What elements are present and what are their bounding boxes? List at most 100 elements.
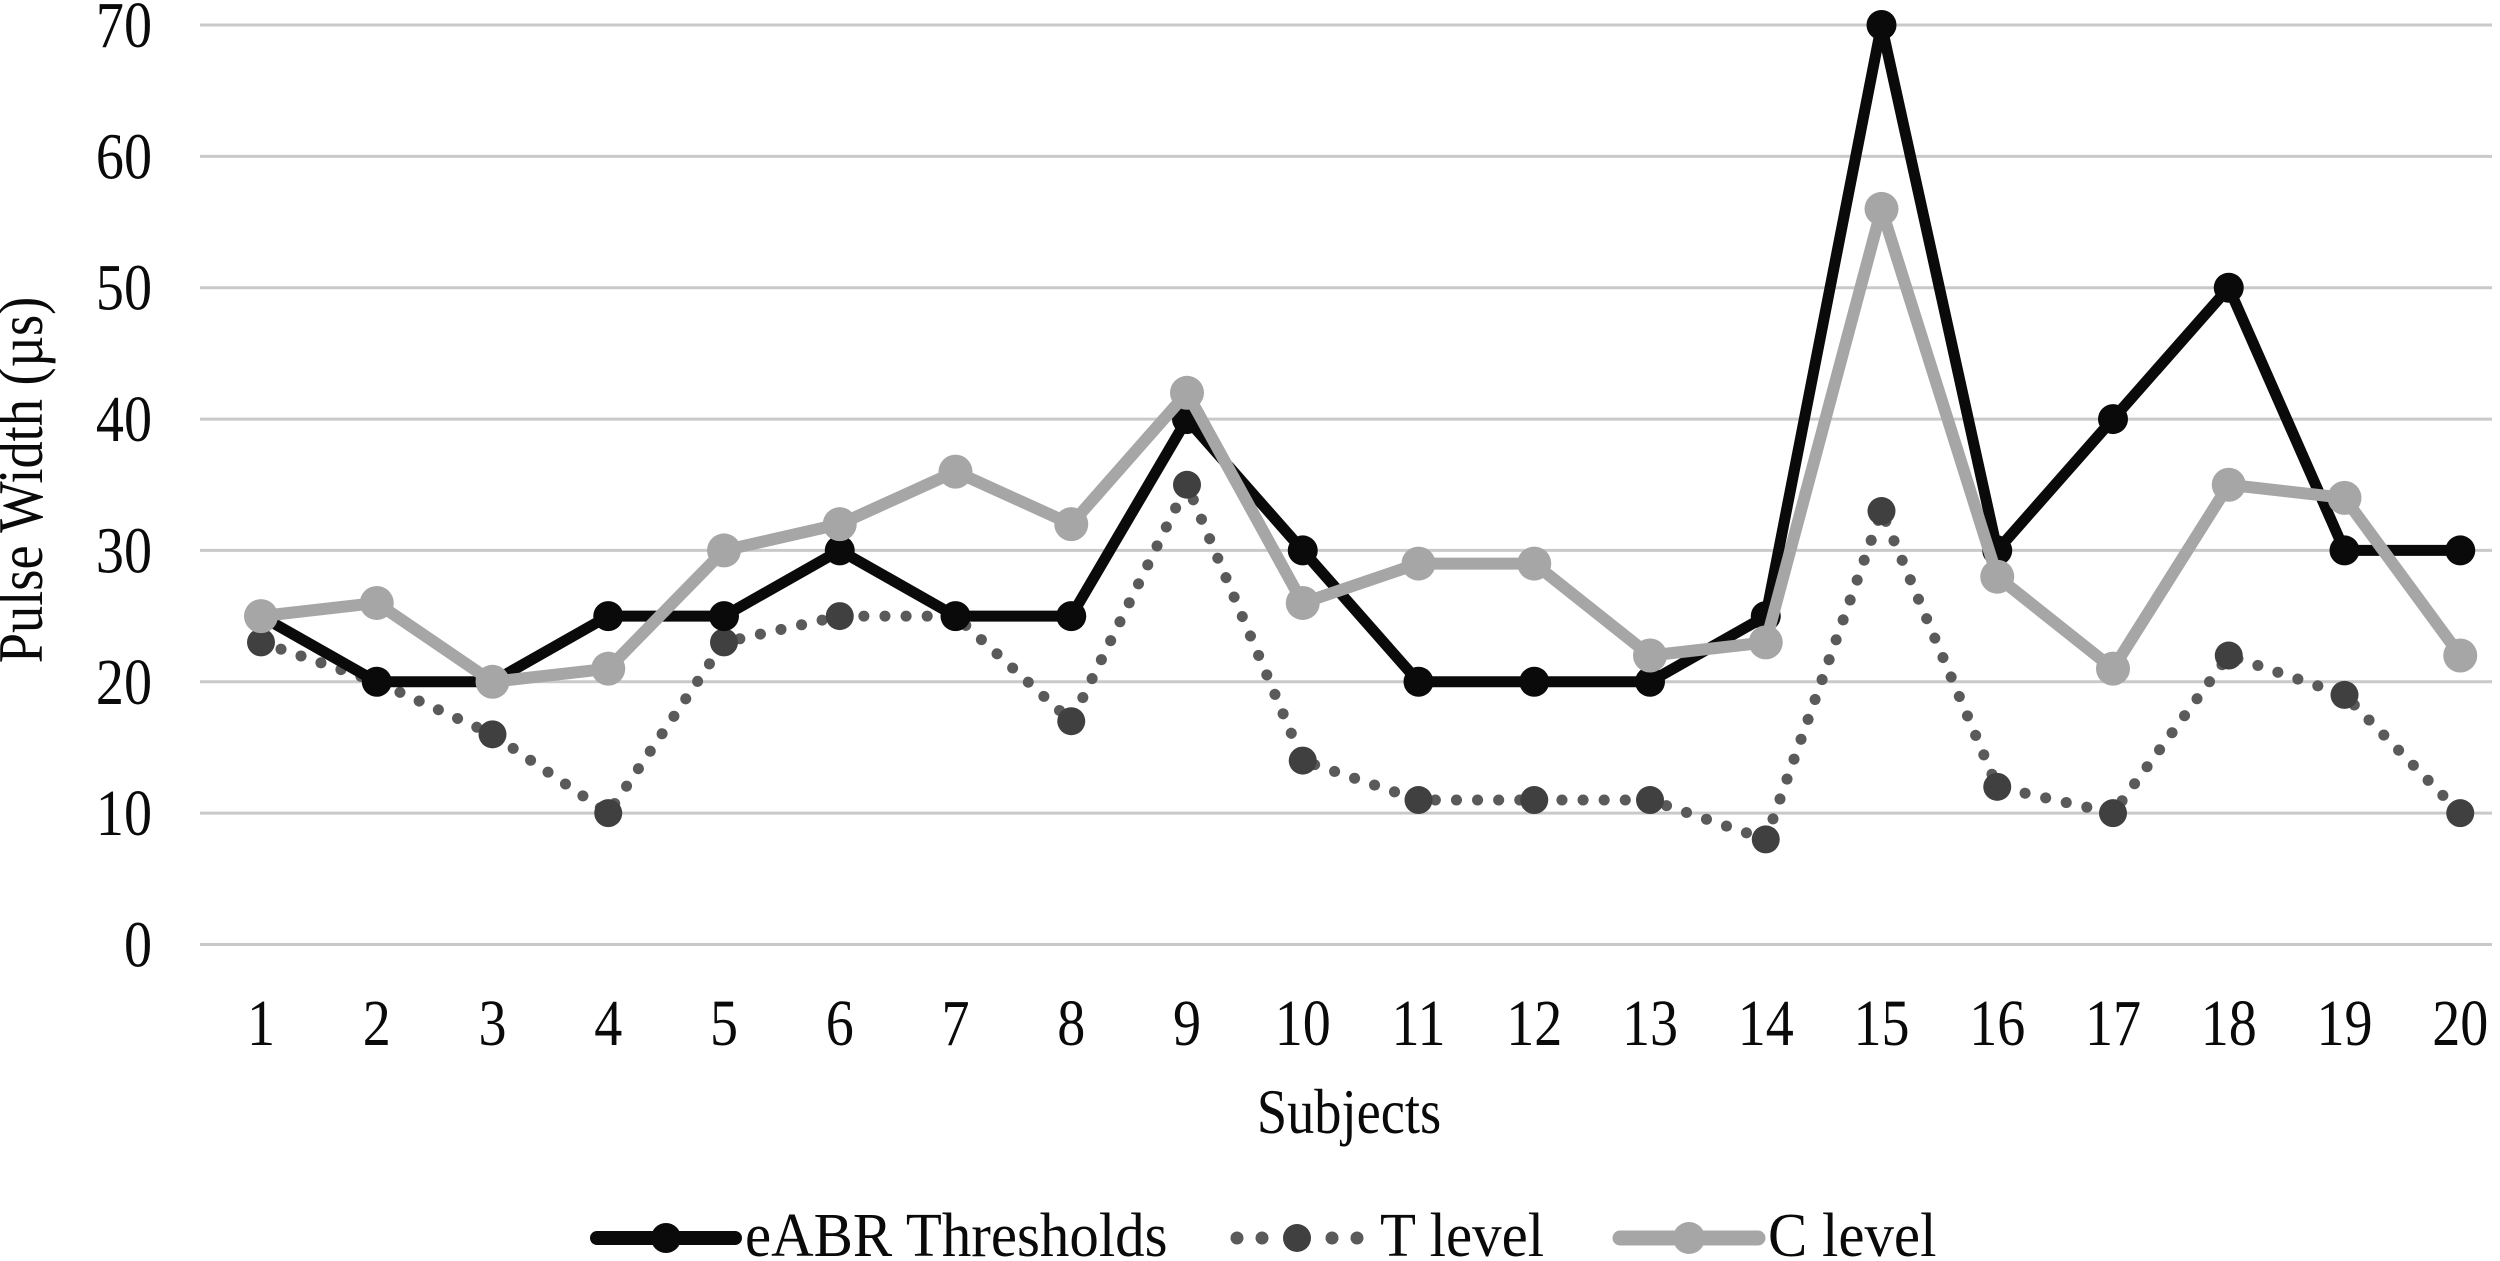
series-marker-c-level bbox=[1285, 585, 1320, 620]
series-marker-c-level bbox=[2096, 651, 2130, 686]
x-tick-label: 11 bbox=[1391, 987, 1445, 1060]
x-tick-label: 10 bbox=[1275, 987, 1331, 1060]
series-marker-c-level bbox=[1054, 507, 1089, 542]
legend-item-eabr-thresholds: eABR Thresholds bbox=[590, 1202, 1168, 1261]
series-marker-c-level bbox=[244, 599, 278, 634]
series-line-t-level bbox=[255, 479, 2466, 845]
series-marker-t-level bbox=[594, 799, 623, 828]
legend-marker-c-level bbox=[1673, 1222, 1705, 1254]
x-tick-label-wrap: 14 bbox=[1738, 987, 1794, 1060]
x-tick-label: 2 bbox=[363, 987, 391, 1060]
y-tick-label: 0 bbox=[124, 908, 152, 981]
series-c-level bbox=[244, 191, 2478, 699]
legend-label-c-level-wrap: C level bbox=[1768, 1202, 1936, 1261]
series-marker-eabr-thresholds bbox=[1635, 666, 1665, 697]
x-tick-label: 4 bbox=[594, 987, 622, 1060]
series-marker-eabr-thresholds bbox=[1866, 10, 1897, 40]
series-marker-c-level bbox=[1864, 191, 1899, 226]
x-tick-label-wrap: 8 bbox=[1057, 987, 1085, 1060]
x-tick-label-wrap: 18 bbox=[2201, 987, 2257, 1060]
y-tick-label-wrap: 10 bbox=[96, 777, 152, 850]
x-tick-labels: 1 2 3 4 5 6 7 8 9 10 11 12 13 14 15 16 17 18 19 20 bbox=[247, 987, 2488, 1060]
x-tick-label-wrap: 15 bbox=[1853, 987, 1909, 1060]
x-tick-label: 8 bbox=[1057, 987, 1085, 1060]
y-tick-label: 70 bbox=[96, 0, 152, 62]
x-tick-label-wrap: 1 bbox=[247, 987, 275, 1060]
legend-marker-t-level bbox=[1350, 1231, 1364, 1245]
x-tick-label-wrap: 11 bbox=[1391, 987, 1445, 1060]
series-marker-eabr-thresholds bbox=[709, 601, 739, 632]
series-marker-eabr-thresholds bbox=[1403, 666, 1434, 697]
series-marker-eabr-thresholds bbox=[940, 601, 971, 632]
y-axis-title: Pulse Width (µs) bbox=[0, 297, 56, 664]
series-marker-t-level bbox=[2099, 799, 2127, 828]
legend-item-t-level: T level bbox=[1230, 1202, 1544, 1261]
series-marker-t-level bbox=[1288, 746, 1317, 775]
x-tick-label: 14 bbox=[1738, 987, 1794, 1060]
x-axis-title-text: Subjects bbox=[1257, 1076, 1441, 1147]
series-marker-eabr-thresholds bbox=[2445, 535, 2476, 566]
series-marker-eabr-thresholds bbox=[1287, 535, 1318, 566]
legend-label-t-level: T level bbox=[1380, 1202, 1544, 1261]
series-marker-eabr-thresholds bbox=[593, 601, 624, 632]
legend-label-eabr-thresholds: eABR Thresholds bbox=[745, 1202, 1168, 1261]
legend: eABR Thresholds T level C level bbox=[590, 1202, 1936, 1261]
series-marker-c-level bbox=[1517, 546, 1552, 581]
x-tick-label: 6 bbox=[826, 987, 854, 1060]
legend-marker-t-level bbox=[1325, 1231, 1339, 1245]
legend-label-eabr-thresholds-wrap: eABR Thresholds bbox=[745, 1202, 1168, 1261]
x-tick-label: 18 bbox=[2201, 987, 2257, 1060]
y-tick-label: 40 bbox=[96, 383, 152, 456]
y-tick-labels: 0 10 20 30 40 50 60 70 bbox=[96, 0, 152, 982]
series-marker-c-level bbox=[2327, 480, 2362, 515]
series-marker-eabr-thresholds bbox=[1056, 601, 1087, 632]
series-marker-eabr-thresholds bbox=[824, 535, 855, 566]
series-marker-c-level bbox=[707, 533, 741, 568]
x-tick-label: 16 bbox=[1969, 987, 2025, 1060]
series-marker-t-level bbox=[247, 628, 275, 657]
series-line-c-level bbox=[255, 202, 2467, 688]
x-tick-label-wrap: 6 bbox=[826, 987, 854, 1060]
series-marker-t-level bbox=[710, 628, 738, 657]
series-layer bbox=[244, 10, 2478, 854]
series-marker-c-level bbox=[475, 664, 510, 699]
x-tick-label-wrap: 19 bbox=[2316, 987, 2372, 1060]
legend-marker-t-level bbox=[1255, 1231, 1269, 1245]
series-marker-t-level bbox=[2214, 641, 2243, 670]
x-tick-label-wrap: 7 bbox=[941, 987, 969, 1060]
x-tick-label-wrap: 13 bbox=[1622, 987, 1678, 1060]
x-tick-label: 1 bbox=[247, 987, 275, 1060]
series-marker-c-level bbox=[359, 585, 394, 620]
series-marker-eabr-thresholds bbox=[2329, 535, 2360, 566]
y-tick-label-wrap: 70 bbox=[96, 0, 152, 62]
x-tick-label-wrap: 17 bbox=[2085, 987, 2141, 1060]
series-marker-t-level bbox=[2330, 680, 2359, 709]
y-tick-label: 10 bbox=[96, 777, 152, 850]
series-marker-c-level bbox=[2211, 467, 2246, 502]
x-tick-label-wrap: 12 bbox=[1506, 987, 1562, 1060]
series-t-level bbox=[247, 470, 2475, 854]
x-tick-label: 5 bbox=[710, 987, 738, 1060]
y-tick-label: 30 bbox=[96, 514, 152, 587]
series-marker-t-level bbox=[1404, 786, 1433, 815]
x-tick-label: 15 bbox=[1853, 987, 1909, 1060]
y-tick-label: 50 bbox=[96, 252, 152, 325]
series-marker-t-level bbox=[1983, 772, 2012, 801]
x-tick-label: 20 bbox=[2432, 987, 2488, 1060]
y-tick-label-wrap: 0 bbox=[124, 908, 152, 981]
legend-item-c-level: C level bbox=[1612, 1202, 1936, 1261]
x-tick-label-wrap: 10 bbox=[1275, 987, 1331, 1060]
x-tick-label: 13 bbox=[1622, 987, 1678, 1060]
x-axis-title: Subjects bbox=[1257, 1076, 1441, 1147]
y-tick-label: 20 bbox=[96, 646, 152, 719]
series-marker-eabr-thresholds bbox=[361, 666, 392, 697]
gridlines bbox=[200, 23, 2492, 946]
series-marker-eabr-thresholds bbox=[1519, 666, 1550, 697]
x-tick-label-wrap: 16 bbox=[1969, 987, 2025, 1060]
legend-marker-t-level bbox=[1283, 1224, 1311, 1252]
y-tick-label: 60 bbox=[96, 120, 152, 193]
series-marker-t-level bbox=[1173, 470, 1201, 499]
legend-label-t-level-wrap: T level bbox=[1380, 1202, 1544, 1261]
series-marker-c-level bbox=[1170, 375, 1204, 410]
